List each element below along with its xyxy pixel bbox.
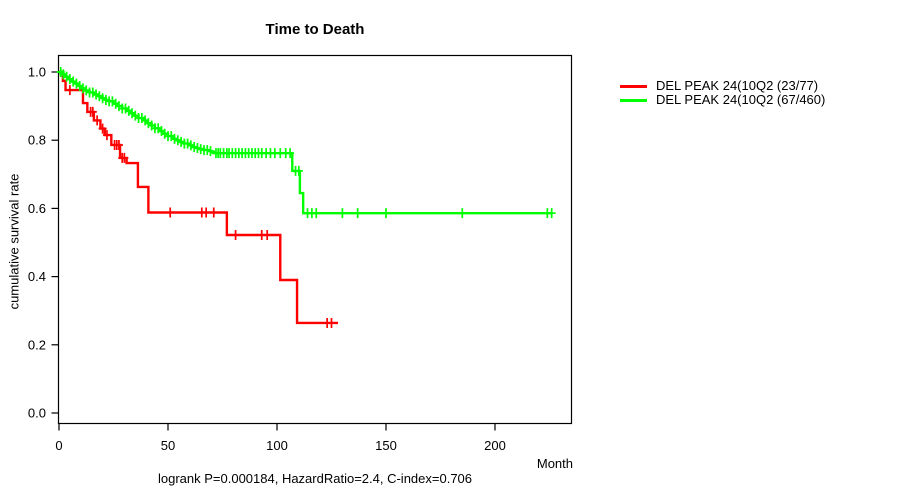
legend-line-swatch [620, 98, 647, 102]
survival-curve [59, 70, 552, 215]
y-tick-label: 1.0 [28, 65, 46, 80]
legend-item: DEL PEAK 24(10Q2 (23/77) [620, 79, 825, 93]
plot-box [57, 54, 573, 425]
legend-line-swatch [620, 84, 647, 88]
y-tick-label: 0.2 [28, 337, 46, 352]
survival-curve [59, 70, 339, 325]
y-tick-label: 0.4 [28, 269, 46, 284]
y-tick-label: 0.6 [28, 201, 46, 216]
y-tick-label: 0.0 [28, 406, 46, 421]
x-tick-label: 50 [161, 438, 175, 453]
y-tick-label: 0.8 [28, 133, 46, 148]
legend-label: DEL PEAK 24(10Q2 (23/77) [656, 78, 819, 93]
chart-title: Time to Death [265, 21, 365, 38]
legend-label: DEL PEAK 24(10Q2 (67/460) [656, 92, 826, 107]
censor-marks [65, 85, 336, 328]
x-axis-label: Month [536, 456, 573, 471]
x-tick-label: 0 [55, 438, 62, 453]
x-tick-label: 100 [266, 438, 288, 453]
x-tick-label: 200 [484, 438, 506, 453]
y-axis-label: cumulative survival rate [6, 173, 22, 310]
censor-marks [56, 67, 556, 219]
footer-annotation: logrank P=0.000184, HazardRatio=2.4, C-i… [157, 471, 473, 486]
legend-item: DEL PEAK 24(10Q2 (67/460) [620, 93, 825, 107]
legend: DEL PEAK 24(10Q2 (23/77) DEL PEAK 24(10Q2… [620, 79, 825, 107]
x-tick-label: 150 [375, 438, 397, 453]
